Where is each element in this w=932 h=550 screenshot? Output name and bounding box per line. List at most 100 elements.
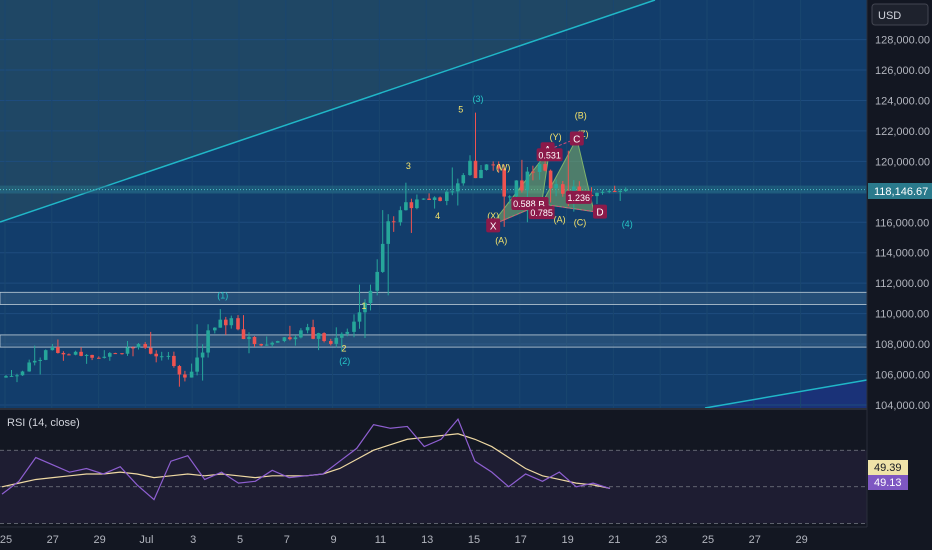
price-zone [0,334,868,348]
candle-body [154,353,158,357]
time-axis-bg [0,527,932,550]
time-tick-label: 17 [515,534,527,546]
candle-body [270,342,274,345]
candle-body [334,337,339,344]
price-tick-label: 126,000.00 [875,65,930,77]
price-tick-label: 116,000.00 [875,217,929,229]
candle-body [20,371,25,376]
candle-body [340,333,344,338]
candle-body [189,371,194,378]
price-tick-label: 114,000.00 [875,248,929,260]
wave-label: (A) [495,236,507,246]
wave-label: (A) [554,214,566,224]
harmonic-point-label: C [573,135,580,146]
candle-body [561,184,565,194]
price-tick-label: 106,000.00 [875,370,930,382]
candle-body [159,356,164,358]
time-tick-label: 25 [702,534,714,546]
candle-body [345,331,350,334]
candle-body [316,333,321,339]
price-tick-label: 128,000.00 [875,35,930,47]
candle-body [9,375,14,377]
harmonic-point-box [569,131,584,146]
time-tick-label: 19 [561,534,573,546]
candle-body [496,165,501,169]
candle-body [502,168,506,197]
candle-body [421,198,426,200]
wave-label: 4 [435,211,440,221]
candle-body [15,375,19,377]
candle-body [61,352,66,355]
last-price-badge [868,183,932,199]
price-tick-label: 112,000.00 [875,278,929,290]
lower-trendline [704,379,868,409]
candle-body [282,337,287,342]
harmonic-base-line [491,203,595,226]
candle-body [79,351,83,356]
rsi-title[interactable]: RSI (14, close) [7,417,80,429]
candle-body [479,169,483,179]
candle-body [595,192,599,197]
candle-body [166,355,171,357]
candle-body [172,355,176,367]
wave-label: (2) [339,356,350,366]
harmonic-point-label: X [490,221,497,232]
wave-label: (B) [575,111,587,121]
time-tick-label: Jul [139,534,153,546]
candle-body [514,180,519,197]
candle-body [56,347,60,353]
candle-body [531,171,535,173]
candle-body [183,374,187,378]
price-tick-label: 108,000.00 [875,339,930,351]
rsi-pane-bg [0,410,867,527]
candle-body [375,271,379,291]
candle-body [67,354,71,356]
rsi-indicator: 80.0040.00 [0,417,903,524]
currency-button[interactable] [871,3,929,26]
time-tick-label: 29 [795,534,807,546]
candle-body [409,202,414,209]
candle-body [120,353,124,355]
candle-body [136,344,141,348]
candle-body [125,347,130,354]
time-tick-label: 25 [0,534,12,546]
candle-body [612,191,617,193]
candle-body [322,333,326,342]
wave-label: (4) [622,219,633,229]
candle-body [432,197,437,201]
price-tick-label: 120,000.00 [875,156,930,168]
candle-body [352,321,356,332]
candle-body [32,360,37,363]
price-tick-label: 122,000.00 [875,126,930,138]
time-tick-label: 27 [749,534,761,546]
candle-body [438,197,442,201]
wave-label: 1 [361,301,366,311]
candle-body [445,191,449,201]
candle-body [329,341,333,344]
candle-body [520,180,524,191]
candle-body [461,175,466,184]
candle-body [241,329,246,340]
candle-body [491,164,495,166]
candle-body [131,347,135,349]
candle-body [27,362,31,372]
time-tick-label: 23 [655,534,667,546]
candle-body [195,357,199,372]
candle-body [618,190,622,192]
candle-body [259,344,263,346]
time-tick-label: 21 [608,534,620,546]
candle-body [275,341,280,343]
harmonic-ratio-box [536,148,563,162]
time-axis[interactable]: 25 27 29 Jul 3 5 7 9 11 13 15 17 19 21 23 25 27 29 [0,534,808,546]
time-tick-label: 29 [93,534,105,546]
wave-label: 5 [458,105,463,115]
candle-body [380,243,385,272]
candle-body [543,164,547,171]
candles [4,112,628,387]
price-tick-label: 124,000.00 [875,95,930,107]
candle-body [607,191,611,193]
harmonic-ratio-label: 0.588 [513,199,536,209]
candle-body [143,344,147,348]
candle-body [206,330,210,353]
